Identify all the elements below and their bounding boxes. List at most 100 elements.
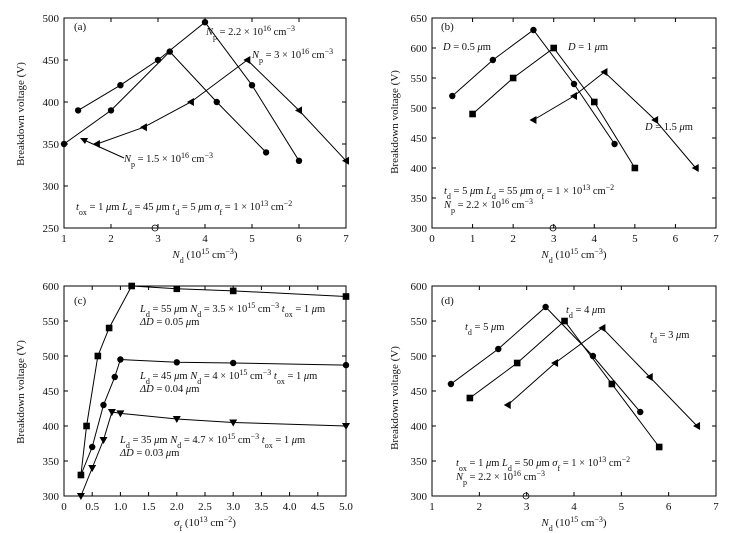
series-line [533,71,697,169]
x-tick-label: 0 [429,233,435,245]
data-point [117,356,124,363]
series-label: td = 4 μm [566,305,605,320]
x-axis-label: Nd (1015 cm−3) [540,247,606,265]
plot-frame [63,285,347,497]
data-point [651,116,659,124]
x-tick-label: 0 [61,501,67,513]
data-point [166,48,173,55]
data-point [243,56,251,64]
series-line [469,320,660,448]
data-point [342,361,350,369]
x-tick-label: 4 [202,233,208,245]
series-label: Np = 3 × 1016 cm−3 [251,47,333,65]
data-point [447,380,455,388]
chart-panel-d: (d) Breakdown voltage (V) 1 2 3 4 5 6 7 300 350 4… [389,281,719,533]
y-tick-label: 300 [411,223,428,235]
y-tick-label: 500 [411,103,428,115]
chart-panel-b: (b) Breakdown voltage (V) 0 1 2 3 4 5 6 7 300 350… [389,13,719,265]
data-point [201,19,209,26]
x-tick-label: 5 [249,233,255,245]
series-label: Ld = 55 μm Nd = 3.5 × 1015 cm−3 tox = 1 … [139,301,325,319]
x-tick-label: 3.5 [255,501,269,513]
data-point [83,422,90,430]
data-point [100,401,107,409]
y-tick-label: 550 [411,73,428,85]
data-point [542,303,549,311]
y-tick-label: 600 [43,281,60,293]
y-tick-label: 600 [411,281,428,293]
data-point [598,324,606,332]
x-tick-label: 7 [343,233,349,245]
axis-marker [549,224,557,232]
data-point [495,345,502,353]
x-tick-label: 5 [619,501,625,513]
data-point [469,110,476,118]
data-point [172,416,181,423]
x-tick-label: 4 [592,233,598,245]
data-point [608,380,616,388]
x-tick-label: 1 [470,233,476,245]
data-point [530,26,537,34]
chart-panel-a: (a) Breakdown voltage (V) 1 2 3 4 5 6 7 250 300 3… [15,13,349,265]
series-line [80,358,347,476]
series-label: ΔD = 0.05 μm [139,317,199,328]
x-tick-label: 4 [571,501,577,513]
y-tick-label: 400 [43,97,60,109]
series-label: ΔD = 0.03 μm [119,448,179,459]
annotation-text: td = 5 μm Ld = 55 μm σf = 1 × 1013 cm−2 [444,183,614,201]
x-tick-label: 6 [673,233,679,245]
series-label: Np = 2.2 × 1016 cm−3 [205,24,295,42]
data-point [570,92,577,100]
x-tick-label: 1.5 [142,501,156,513]
annotation-text: Np = 2.2 × 1016 cm−3 [455,469,545,487]
y-tick-label: 450 [43,386,60,398]
y-tick-label: 350 [411,456,428,468]
x-tick-label: 3 [155,233,161,245]
x-tick-label: 7 [713,501,719,513]
data-point [645,373,653,381]
data-point [570,80,578,88]
x-tick-label: 4.0 [283,501,297,513]
x-tick-label: 2 [477,501,483,513]
x-tick-label: 0.5 [85,501,99,513]
data-point [77,471,85,479]
data-point [466,394,474,402]
x-tick-label: 6 [666,501,672,513]
x-tick-label: 1 [429,501,435,513]
x-tick-label: 2.0 [170,501,184,513]
y-tick-label: 450 [43,55,60,67]
x-tick-label: 5 [632,233,638,245]
data-point [107,409,116,416]
x-axis-label: Nd (1015 cm−3) [540,515,606,533]
y-tick-label: 400 [411,163,428,175]
data-point [449,92,456,100]
data-point [551,359,559,367]
data-point [186,98,194,106]
series-label: Ld = 35 μm Nd = 4.7 × 1015 cm−3 tox = 1 … [119,432,305,450]
x-tick-label: 2.5 [198,501,212,513]
series-label: Ld = 45 μm Nd = 4 × 1015 cm−3 tox = 1 μm [139,368,317,386]
x-axis-label: σf (1013 cm−2) [174,515,236,533]
data-point [111,373,118,381]
x-tick-label: 2 [108,233,114,245]
y-tick-label: 600 [411,43,428,55]
data-point [295,157,303,164]
data-point [550,44,558,52]
axis-marker [522,492,530,500]
data-point [229,287,237,295]
x-tick-label: 4.5 [311,501,325,513]
y-tick-label: 350 [43,139,60,151]
panel-label: (a) [74,21,87,33]
series-line [63,50,267,153]
y-tick-label: 400 [411,421,428,433]
data-point [74,107,82,114]
annotation-text: tox = 1 μm Ld = 50 μm σf = 1 × 1013 cm−2 [456,455,630,473]
data-point [529,116,537,124]
series-line [80,411,347,497]
series-label: ΔD = 0.04 μm [139,384,199,395]
y-tick-label: 350 [411,193,428,205]
data-point [693,422,701,430]
data-point [213,98,220,106]
x-tick-label: 1.0 [114,501,128,513]
y-tick-label: 300 [43,491,60,503]
